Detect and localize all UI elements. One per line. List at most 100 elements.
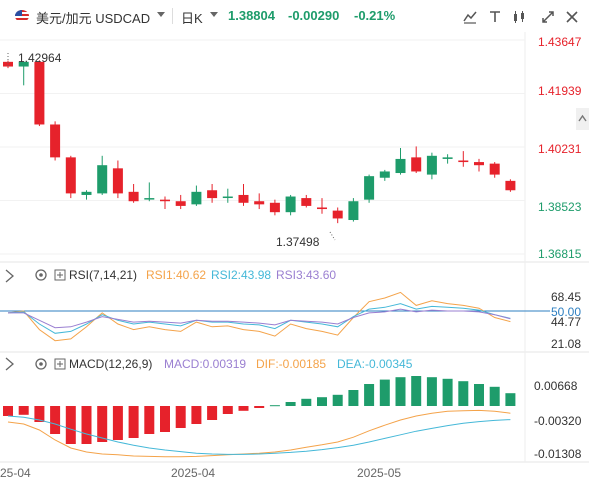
- divider: [172, 8, 173, 24]
- macd-bar: [3, 406, 13, 416]
- macd-bar: [112, 406, 123, 440]
- candle-body: [34, 61, 45, 125]
- macd-bar: [128, 406, 139, 438]
- rsi3-line: [8, 308, 511, 329]
- last-price: 1.38804: [228, 8, 275, 23]
- symbol-selector[interactable]: 美元/加元 USDCAD: [36, 11, 151, 26]
- macd-bar: [97, 406, 108, 442]
- rsi-tick-label: 68.45: [551, 290, 581, 304]
- macd-bar: [65, 406, 76, 444]
- dif-value: DIF:-0.00185: [256, 357, 326, 371]
- macd-bar: [238, 406, 249, 411]
- macd-bar: [489, 386, 500, 406]
- price-tick-label: 1.38523: [538, 200, 582, 214]
- candle-body: [65, 157, 76, 194]
- candle-body: [207, 190, 218, 199]
- settings-gear-icon[interactable]: [35, 269, 47, 281]
- price-tick-label: 1.41939: [538, 84, 582, 98]
- macd-title: MACD(12,26,9): [69, 357, 152, 371]
- dea-value: DEA:-0.00345: [337, 357, 413, 371]
- candle-body: [395, 158, 406, 174]
- macd-bar: [426, 377, 437, 406]
- macd-tick-label: 0.00668: [534, 379, 578, 393]
- candle-body: [175, 201, 186, 206]
- rsi-series: [7, 291, 511, 342]
- candle-body: [254, 201, 265, 205]
- fullscreen-icon[interactable]: [540, 9, 556, 25]
- price-change-pct: -0.21%: [354, 8, 396, 23]
- macd-value: MACD:0.00319: [164, 357, 246, 371]
- candle-body: [285, 196, 296, 213]
- candle-body: [81, 191, 92, 195]
- rsi1-value: RSI1:40.62: [146, 268, 206, 282]
- chevron-down-icon[interactable]: [210, 12, 218, 17]
- dif-line: [7, 409, 511, 458]
- macd-bar: [411, 376, 422, 406]
- candle-body: [97, 165, 108, 194]
- price-tick-label: 1.40231: [538, 142, 582, 156]
- close-icon[interactable]: [564, 9, 580, 25]
- rsi3-value: RSI3:43.60: [276, 268, 336, 282]
- price-tick-label: 1.36815: [538, 247, 582, 261]
- candle-body: [489, 163, 500, 175]
- collapse-pane-icon[interactable]: [5, 269, 14, 283]
- candle-body: [3, 61, 13, 67]
- chevron-down-icon[interactable]: [157, 12, 165, 17]
- candle-body: [348, 201, 359, 221]
- collapse-pane-icon[interactable]: [5, 357, 14, 371]
- candle-body: [379, 171, 390, 178]
- macd-tick-label: -0.00320: [534, 414, 582, 428]
- macd-bar: [458, 381, 469, 406]
- dea-line: [7, 415, 511, 455]
- rsi1-line: [7, 291, 511, 342]
- low-marker-label: 1.37498: [276, 235, 320, 249]
- candle-body: [505, 180, 516, 191]
- timeframe-selector[interactable]: 日K: [181, 11, 203, 26]
- macd-bar: [34, 406, 45, 422]
- rsi-tick-label: 44.77: [551, 315, 581, 329]
- macd-bar: [81, 406, 92, 444]
- candle-body: [191, 191, 202, 205]
- candle-body: [301, 198, 312, 206]
- price-tick-label: 1.43647: [538, 35, 582, 49]
- macd-bar: [364, 384, 375, 406]
- candle-body: [364, 176, 375, 200]
- text-icon[interactable]: [487, 9, 503, 25]
- candle-body: [332, 210, 343, 219]
- settings-gear-icon[interactable]: [35, 358, 47, 370]
- macd-bar: [222, 406, 233, 414]
- macd-bar: [348, 390, 359, 406]
- macd-bar: [269, 405, 280, 407]
- candlestick-series: [3, 60, 516, 224]
- candle-body: [426, 155, 437, 175]
- x-tick-label: 2025-04: [171, 466, 215, 480]
- macd-bar: [207, 406, 218, 420]
- macd-bar: [175, 406, 186, 428]
- rsi2-value: RSI2:43.98: [211, 268, 271, 282]
- candle-body: [317, 207, 327, 210]
- macd-bar: [395, 377, 406, 406]
- candle-body: [442, 157, 453, 159]
- candle-body: [269, 202, 280, 213]
- macd-bar: [285, 402, 296, 406]
- candle-body: [128, 191, 139, 202]
- us-flag-icon: [15, 10, 29, 22]
- rsi-tick-label: 21.08: [551, 337, 581, 351]
- candle-body: [18, 61, 29, 67]
- macd-bar: [505, 393, 516, 406]
- candle-style-icon[interactable]: [511, 9, 527, 25]
- candle-body: [50, 124, 61, 158]
- candle-body: [112, 168, 123, 194]
- chevron-up-icon[interactable]: [576, 108, 589, 130]
- low-marker-line: [329, 231, 336, 241]
- candle-body: [411, 157, 422, 172]
- macd-bar: [301, 398, 312, 406]
- add-indicator-icon[interactable]: [54, 269, 66, 281]
- high-marker-label: 1.42964: [18, 51, 62, 65]
- add-indicator-icon[interactable]: [54, 358, 66, 370]
- indicator-icon[interactable]: [462, 9, 478, 25]
- macd-bar: [18, 406, 29, 415]
- macd-bar: [379, 379, 390, 406]
- candle-body: [474, 162, 484, 166]
